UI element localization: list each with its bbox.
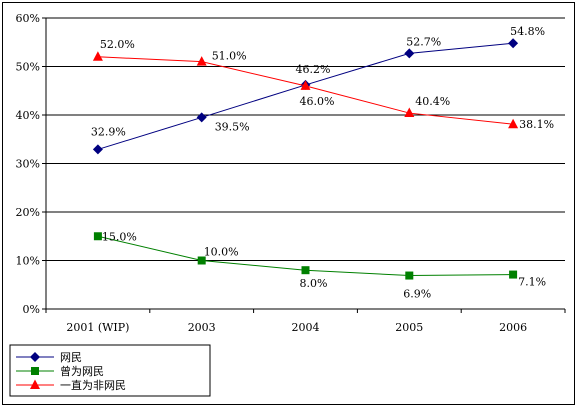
data-point-marker	[92, 144, 103, 155]
y-tick-label: 50%	[16, 61, 40, 74]
y-tick-label: 0%	[23, 303, 40, 316]
data-label: 52.0%	[100, 38, 135, 51]
legend-marker	[30, 352, 40, 362]
y-tick-label: 40%	[16, 109, 40, 122]
data-point-marker	[508, 118, 519, 129]
data-label-layer: 32.9% 39.5% 46.2% 52.7% 54.8% 15.0% 10.0% 8.0% 6…	[91, 25, 554, 300]
x-tick-label: 2003	[188, 321, 216, 334]
data-label: 46.0%	[300, 95, 335, 108]
data-label: 7.1%	[518, 276, 546, 289]
y-tick-label: 60%	[16, 12, 40, 25]
data-label: 46.2%	[296, 63, 331, 76]
data-label: 51.0%	[212, 50, 247, 63]
data-point-marker	[508, 38, 519, 49]
x-tick-label: 2004	[292, 321, 320, 334]
legend-marker	[31, 367, 39, 375]
data-label: 54.8%	[510, 25, 545, 38]
x-tick-label: 2001 (WIP)	[66, 321, 129, 334]
series-layer	[92, 38, 519, 280]
data-point-marker	[197, 256, 206, 265]
data-point-marker	[196, 56, 207, 66]
data-point-marker	[196, 112, 207, 123]
data-point-marker	[93, 232, 102, 241]
grid-layer	[46, 17, 565, 310]
data-point-marker	[404, 107, 415, 118]
data-label: 32.9%	[91, 125, 126, 138]
x-tick-label: 2005	[395, 321, 423, 334]
data-point-marker	[92, 51, 103, 61]
axis-layer: 0% 10% 20% 30% 40% 50% 60% 2001 (WIP) 2003 2004 20…	[16, 12, 566, 334]
data-label: 10.0%	[204, 246, 239, 259]
legend-label: 一直为非网民	[60, 378, 126, 392]
legend-label: 曾为网民	[60, 364, 104, 378]
data-point-marker	[405, 271, 414, 280]
data-label: 52.7%	[406, 35, 441, 48]
data-point-marker	[300, 80, 311, 90]
data-point-marker	[301, 266, 310, 275]
data-label: 38.1%	[519, 118, 554, 131]
chart-frame	[2, 2, 575, 405]
data-label: 6.9%	[403, 288, 431, 301]
data-point-marker	[509, 270, 518, 279]
data-label: 15.0%	[102, 230, 137, 243]
data-label: 39.5%	[215, 120, 250, 133]
legend-marker	[30, 379, 40, 389]
y-tick-label: 30%	[16, 158, 40, 171]
data-point-marker	[404, 48, 415, 59]
legend-label: 网民	[60, 351, 82, 364]
y-tick-label: 20%	[16, 206, 40, 219]
y-tick-label: 10%	[16, 255, 40, 268]
data-label: 40.4%	[415, 95, 450, 108]
x-tick-label: 2006	[499, 321, 527, 334]
data-label: 8.0%	[300, 277, 328, 290]
